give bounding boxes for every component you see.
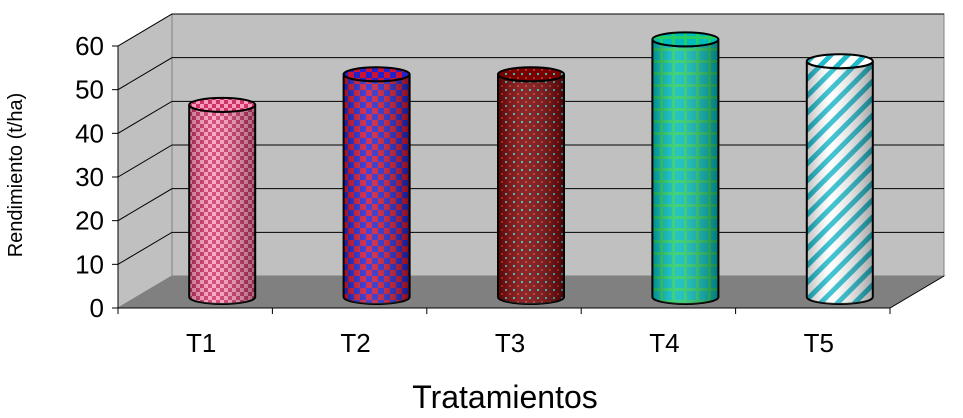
y-tick-label-20: 20 bbox=[75, 206, 104, 236]
bar-shading-T1 bbox=[189, 104, 256, 304]
bar-T1 bbox=[188, 96, 257, 305]
y-tick-label-40: 40 bbox=[75, 118, 104, 148]
bar-top-T5 bbox=[805, 53, 874, 70]
x-tick-label-T4: T4 bbox=[649, 328, 679, 358]
x-tick-label-T2: T2 bbox=[340, 328, 370, 358]
x-tick-label-T1: T1 bbox=[186, 328, 216, 358]
x-axis-label: Tratamientos bbox=[412, 379, 598, 415]
x-tick-label-T3: T3 bbox=[495, 328, 525, 358]
bar-T2 bbox=[342, 66, 411, 305]
bar-top-T3 bbox=[497, 66, 565, 83]
y-tick-label-10: 10 bbox=[75, 249, 104, 279]
x-tick-labels: T1 T2 T3 T4 T5 bbox=[186, 328, 834, 358]
bar-shading-T3 bbox=[498, 74, 564, 304]
bars bbox=[188, 31, 874, 305]
y-tick-label-50: 50 bbox=[75, 75, 104, 105]
gridline-60 bbox=[117, 13, 944, 47]
bar-shading-T4 bbox=[652, 39, 719, 304]
y-tick-labels: 0 10 20 30 40 50 60 bbox=[75, 31, 104, 323]
axes bbox=[112, 45, 945, 314]
bar-T4 bbox=[651, 31, 720, 305]
y-axis-label: Rendimiento (t/ha) bbox=[5, 93, 27, 258]
bar-top-T4 bbox=[651, 31, 720, 48]
x-tick-label-T5: T5 bbox=[804, 328, 834, 358]
floor-edge-line bbox=[889, 275, 945, 309]
bar-shading-T2 bbox=[343, 74, 410, 304]
y-tick-label-30: 30 bbox=[75, 162, 104, 192]
bar-T3 bbox=[497, 66, 565, 305]
bar-shading-T5 bbox=[806, 61, 873, 305]
bar-top-T1 bbox=[188, 96, 257, 113]
bar-T5 bbox=[805, 53, 874, 305]
bar-top-T2 bbox=[342, 66, 411, 83]
y-tick-label-0: 0 bbox=[90, 293, 104, 323]
y-tick-label-60: 60 bbox=[75, 31, 104, 61]
